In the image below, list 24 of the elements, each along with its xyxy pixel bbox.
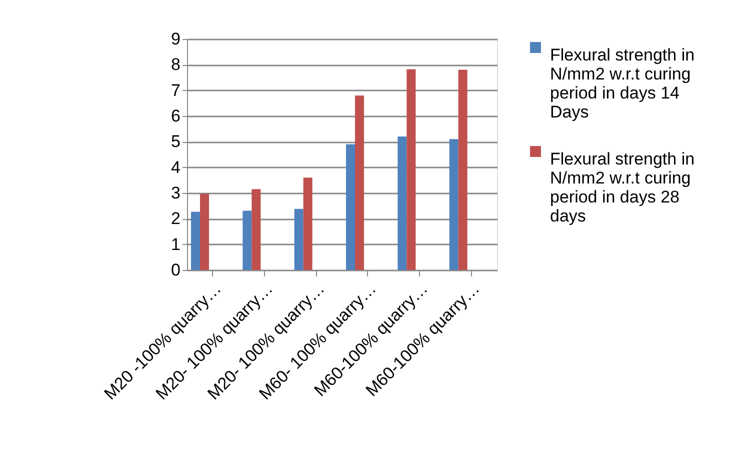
bar — [398, 136, 407, 270]
y-tick-label: 9 — [171, 30, 180, 48]
bar — [252, 189, 261, 270]
y-tick-label: 1 — [171, 234, 180, 254]
bar — [346, 144, 355, 270]
y-tick-label: 8 — [171, 55, 180, 74]
legend-label: Flexural strength in N/mm2 w.r.t curing period in days 14 Days — [550, 46, 695, 122]
y-tick-label: 5 — [171, 132, 180, 152]
bar — [449, 139, 458, 270]
bar — [191, 212, 200, 270]
y-tick-label: 4 — [171, 158, 180, 177]
legend-label: Flexural strength in N/mm2 w.r.t curing period in days 28 days — [550, 150, 695, 226]
y-tick-label: 3 — [171, 184, 180, 202]
y-tick-label: 6 — [171, 106, 180, 126]
bar — [294, 208, 304, 270]
bar — [303, 178, 312, 270]
y-tick-label: 0 — [171, 260, 180, 280]
y-tick-label: 7 — [171, 80, 180, 100]
bar — [200, 194, 209, 270]
bar — [355, 95, 364, 270]
y-tick-label: 2 — [171, 209, 180, 228]
bar — [458, 70, 468, 270]
bar — [242, 210, 252, 270]
bar — [406, 69, 416, 270]
